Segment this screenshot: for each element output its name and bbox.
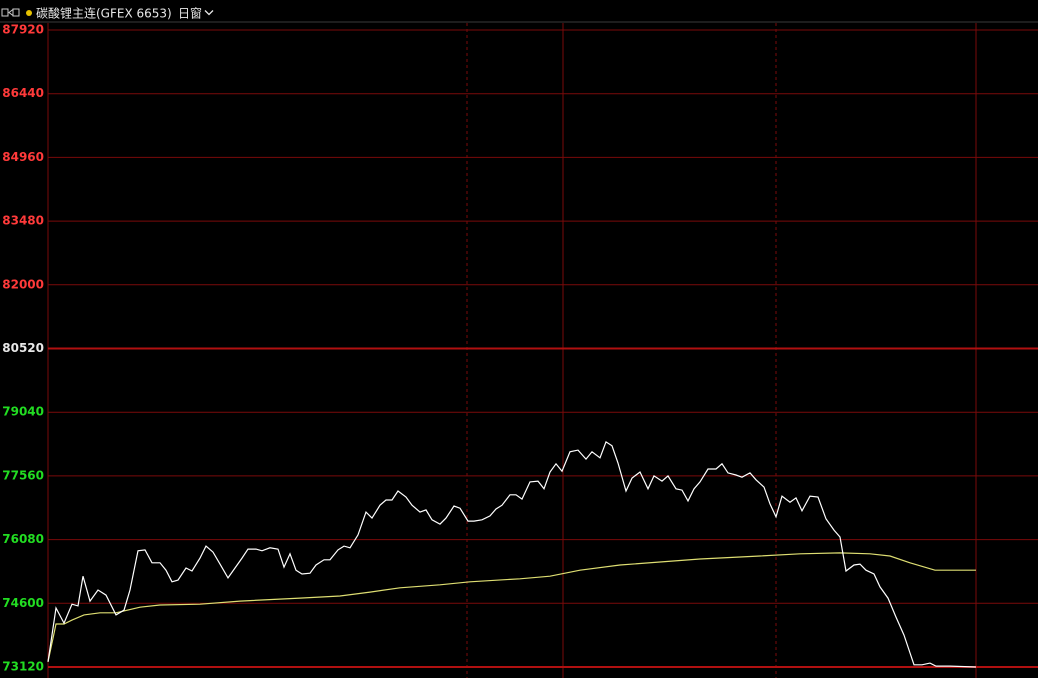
y-tick-label: 82000 <box>2 277 44 291</box>
toolbar-icon[interactable] <box>1 8 9 17</box>
y-tick-label: 77560 <box>2 468 44 482</box>
price-line <box>47 552 976 662</box>
toolbar: 碳酸锂主连(GFEX 6653) 日窗 <box>1 6 214 21</box>
price-line <box>47 440 977 668</box>
y-tick-label: 83480 <box>2 214 44 228</box>
y-tick-label: 79040 <box>2 405 44 419</box>
contract-title: 碳酸锂主连(GFEX 6653) <box>36 6 172 21</box>
y-tick-label: 87920 <box>2 23 44 37</box>
y-tick-label: 76080 <box>2 532 44 546</box>
status-dot <box>26 10 32 16</box>
window-selector[interactable]: 日窗 <box>178 7 202 21</box>
y-tick-label: 84960 <box>2 150 44 164</box>
y-tick-label: 74600 <box>2 596 44 610</box>
y-tick-label: 86440 <box>2 86 44 100</box>
y-tick-label: 80520 <box>2 341 44 355</box>
y-tick-label: 73120 <box>2 660 44 674</box>
dropdown-arrow[interactable] <box>204 10 214 16</box>
toolbar-icon <box>12 8 20 17</box>
